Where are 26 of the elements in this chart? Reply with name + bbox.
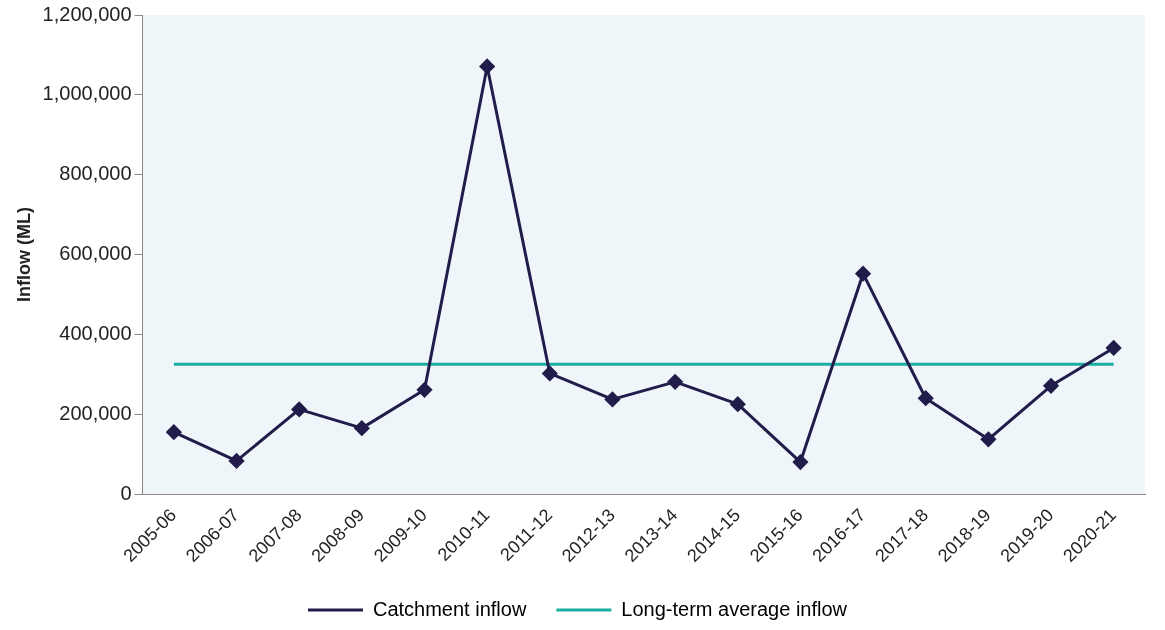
point: [980, 431, 996, 447]
y-tick-label: 400,000: [59, 321, 132, 344]
y-tick-label: 0: [120, 481, 132, 504]
point: [354, 420, 370, 436]
point: [1106, 340, 1122, 356]
y-tick-label: 600,000: [59, 242, 132, 265]
point: [918, 390, 934, 406]
point: [855, 266, 871, 282]
y-tick-label: 200,000: [59, 401, 132, 424]
point: [604, 391, 620, 407]
point: [291, 401, 307, 417]
point: [479, 58, 495, 74]
y-tick-label: 1,200,000: [42, 2, 132, 25]
point: [166, 424, 182, 440]
point: [229, 453, 245, 469]
point: [730, 396, 746, 412]
point: [1043, 378, 1059, 394]
point: [542, 365, 558, 381]
y-tick-label: 1,000,000: [42, 82, 132, 105]
point: [792, 454, 808, 470]
y-axis-title: Inflow (ML): [13, 207, 34, 302]
point: [417, 382, 433, 398]
legend-label: Long-term average inflow: [621, 597, 848, 620]
point: [667, 374, 683, 390]
legend-label: Catchment inflow: [372, 597, 527, 620]
y-tick-label: 800,000: [59, 162, 132, 185]
